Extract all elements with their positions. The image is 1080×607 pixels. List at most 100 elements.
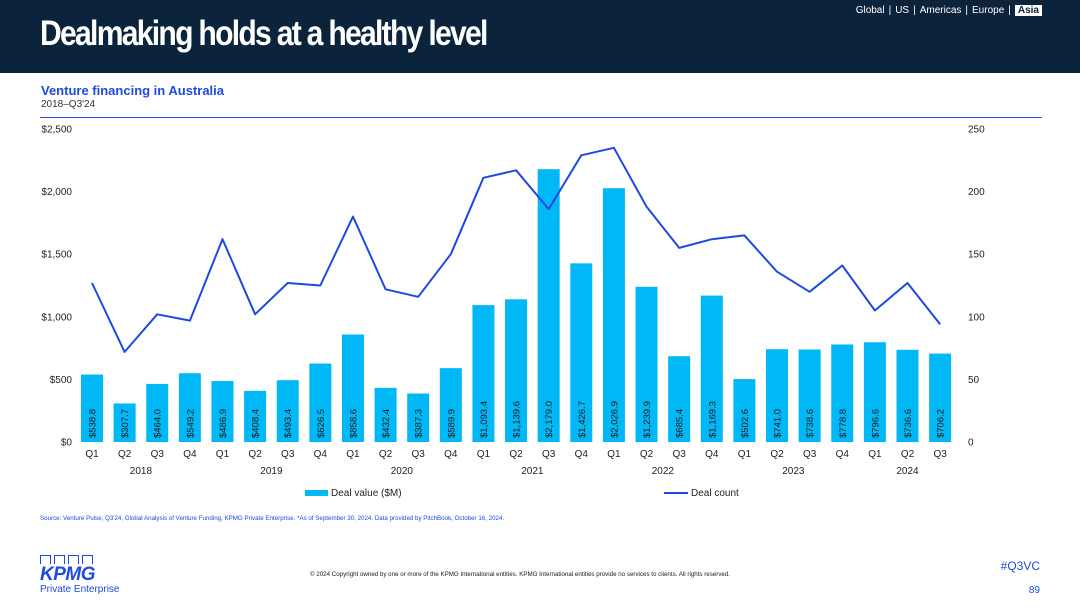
y-left-tick-label: $500 — [50, 375, 73, 386]
y-right-tick-label: 50 — [968, 375, 980, 386]
y-left-tick-label: $1,000 — [41, 312, 72, 323]
chart-title: Venture financing in Australia — [41, 83, 224, 98]
bar — [309, 363, 332, 442]
bar-value-label: $626.5 — [316, 409, 327, 438]
bar — [766, 349, 789, 442]
x-quarter-label: Q2 — [770, 449, 784, 460]
bar — [146, 383, 169, 442]
bar-value-label: $685.4 — [675, 409, 686, 438]
bar-value-label: $1,169.3 — [707, 401, 718, 438]
y-right-tick-label: 250 — [968, 125, 985, 136]
bar — [374, 387, 397, 442]
x-quarter-label: Q3 — [151, 449, 165, 460]
bar — [700, 295, 723, 442]
x-year-label: 2023 — [782, 466, 805, 477]
deal-count-line — [91, 146, 941, 353]
x-quarter-label: Q1 — [477, 449, 491, 460]
x-quarter-label: Q4 — [705, 449, 719, 460]
bar — [178, 373, 201, 442]
legend-label-deal-value: Deal value ($M) — [331, 488, 402, 499]
x-quarter-label: Q4 — [836, 449, 850, 460]
bar — [863, 342, 886, 442]
x-year-label: 2020 — [391, 466, 414, 477]
logo-bars — [40, 555, 119, 564]
title-divider — [40, 117, 1042, 118]
x-quarter-label: Q2 — [640, 449, 654, 460]
x-quarter-label: Q1 — [868, 449, 882, 460]
bar-value-label: $738.6 — [805, 409, 816, 438]
bar-value-label: $408.4 — [251, 409, 262, 438]
chart: $0 $500 $1,000 $1,500 $2,000 $2,500 0 50 100 150 2… — [41, 125, 985, 500]
x-quarter-label: Q3 — [933, 449, 947, 460]
region-separator: | — [965, 5, 969, 16]
logo-subtitle: Private Enterprise — [40, 584, 120, 595]
y-left-tick-label: $2,500 — [41, 125, 72, 136]
bar-value-label: $1,239.9 — [642, 401, 653, 438]
chart-subtitle: 2018–Q3'24 — [41, 99, 96, 110]
x-quarter-label: Q4 — [575, 449, 589, 460]
x-quarter-label: Q2 — [118, 449, 132, 460]
bar-value-label: $1,139.6 — [512, 401, 523, 438]
bar-value-label: $2,179.0 — [544, 401, 555, 438]
bar-value-label: $858.6 — [348, 409, 359, 438]
logo-word: KPMG — [40, 564, 96, 585]
bar — [798, 349, 821, 442]
x-quarter-label: Q1 — [85, 449, 99, 460]
legend-label-deal-count: Deal count — [691, 488, 739, 499]
y-left-tick-label: $0 — [61, 438, 73, 449]
y-right-tick-label: 100 — [968, 312, 985, 323]
bar-value-label: $589.9 — [446, 409, 457, 438]
bar-value-label: $464.0 — [153, 409, 164, 438]
region-link-asia[interactable]: Asia — [1014, 5, 1042, 16]
bar — [570, 263, 593, 442]
page-title: Dealmaking holds at a healthy level — [40, 14, 488, 53]
bar — [733, 379, 756, 442]
bar — [407, 393, 430, 442]
bar-value-label: $538.8 — [88, 409, 99, 438]
x-quarter-label: Q3 — [542, 449, 556, 460]
page-number: 89 — [1028, 585, 1040, 596]
bar — [929, 353, 952, 442]
x-quarter-label: Q3 — [803, 449, 817, 460]
y-right-tick-label: 150 — [968, 250, 985, 261]
bar — [896, 349, 919, 442]
y-left-tick-label: $1,500 — [41, 250, 72, 261]
x-quarter-label: Q4 — [314, 449, 328, 460]
source-note: Source: Venture Pulse, Q3'24, Global Ana… — [40, 515, 505, 522]
bar-value-label: $796.6 — [870, 409, 881, 438]
region-nav: Global | US | Americas | Europe | Asia — [856, 5, 1042, 16]
x-quarter-label: Q4 — [183, 449, 197, 460]
x-year-label: 2018 — [130, 466, 153, 477]
bar — [244, 390, 267, 442]
x-quarter-label: Q1 — [607, 449, 621, 460]
bar-value-label: $502.6 — [740, 409, 751, 438]
region-link-us[interactable]: US — [895, 5, 910, 16]
bar-value-label: $778.8 — [838, 409, 849, 438]
hashtag[interactable]: #Q3VC — [1000, 559, 1040, 573]
y-right-tick-label: 200 — [968, 187, 985, 198]
x-quarter-label: Q2 — [509, 449, 523, 460]
legend-swatch-deal-value — [305, 490, 328, 496]
x-quarter-label: Q3 — [281, 449, 295, 460]
bar — [537, 169, 560, 442]
bar-value-label: $307.7 — [120, 409, 131, 438]
bar-value-label: $486.9 — [218, 409, 229, 438]
bar — [668, 356, 691, 442]
region-link-americas[interactable]: Americas — [919, 5, 962, 16]
x-year-label: 2021 — [521, 466, 544, 477]
bar-value-label: $432.4 — [381, 409, 392, 438]
x-year-label: 2022 — [652, 466, 675, 477]
x-year-label: 2024 — [896, 466, 919, 477]
x-quarter-label: Q3 — [412, 449, 426, 460]
region-link-global[interactable]: Global — [855, 5, 885, 16]
y-right-tick-label: 0 — [968, 438, 974, 449]
header-bar: Dealmaking holds at a healthy level Glob… — [0, 0, 1080, 73]
x-quarter-label: Q4 — [444, 449, 458, 460]
x-quarter-label: Q1 — [216, 449, 230, 460]
bar-value-label: $493.4 — [283, 409, 294, 438]
bar — [341, 334, 364, 442]
region-link-europe[interactable]: Europe — [972, 5, 1005, 16]
region-separator: | — [1008, 5, 1011, 16]
bar — [505, 299, 528, 442]
bar — [276, 380, 299, 442]
